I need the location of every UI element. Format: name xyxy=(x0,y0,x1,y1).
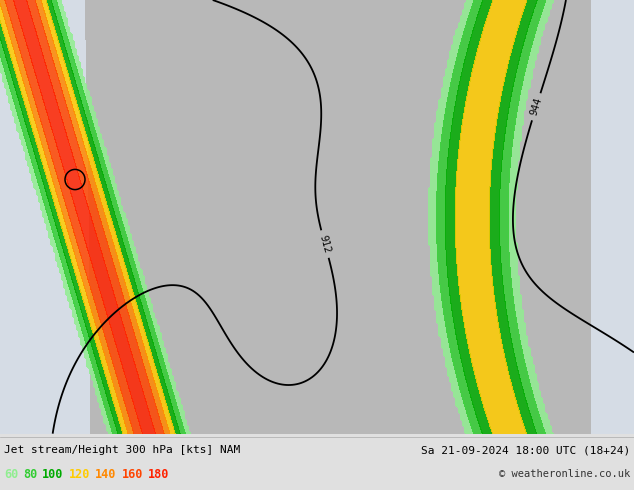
Text: 160: 160 xyxy=(122,467,143,481)
Bar xyxy=(85,0,600,434)
Text: 140: 140 xyxy=(95,467,117,481)
Text: 80: 80 xyxy=(23,467,37,481)
Text: Jet stream/Height 300 hPa [kts] NAM: Jet stream/Height 300 hPa [kts] NAM xyxy=(4,445,240,456)
Text: 912: 912 xyxy=(318,234,332,254)
Text: 120: 120 xyxy=(68,467,90,481)
Text: © weatheronline.co.uk: © weatheronline.co.uk xyxy=(499,469,630,479)
Bar xyxy=(0,0,90,434)
Text: 100: 100 xyxy=(42,467,63,481)
Text: Sa 21-09-2024 18:00 UTC (18+24): Sa 21-09-2024 18:00 UTC (18+24) xyxy=(421,445,630,456)
Bar xyxy=(580,0,634,434)
Text: 60: 60 xyxy=(4,467,18,481)
Text: 944: 944 xyxy=(529,97,544,117)
Text: 180: 180 xyxy=(148,467,169,481)
